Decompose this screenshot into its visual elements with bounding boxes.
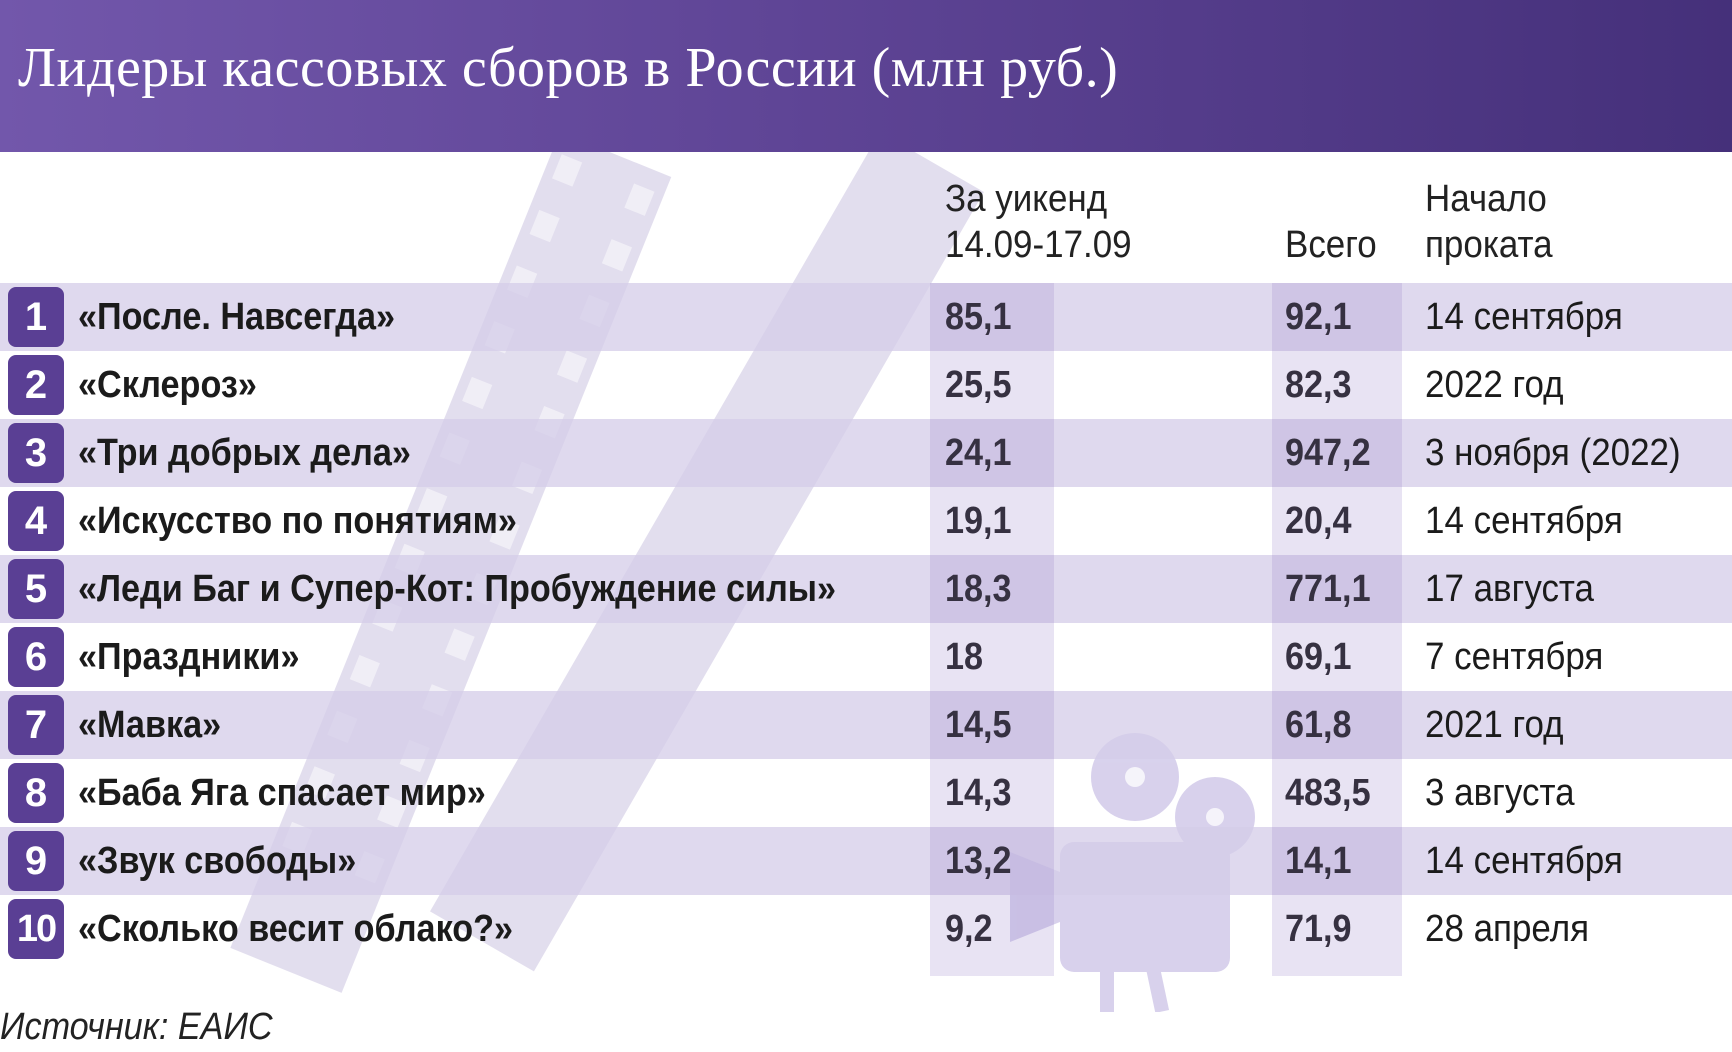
table-row: 10 «Сколько весит облако?» 9,2 71,9 28 апрел…: [0, 895, 1732, 963]
weekend-column-band: [930, 283, 1054, 976]
film-title: «Баба Яга спасает мир»: [78, 759, 486, 827]
film-title: «После. Навсегда»: [78, 283, 395, 351]
table-row: 7 «Мавка» 14,5 61,8 2021 год: [0, 691, 1732, 759]
page-title: Лидеры кассовых сборов в России (млн руб…: [18, 36, 1118, 100]
release-start: 2022 год: [1425, 351, 1564, 419]
total-column-band: [1272, 283, 1402, 976]
rank-badge: 9: [8, 831, 64, 891]
rank-badge: 2: [8, 355, 64, 415]
release-start: 3 августа: [1425, 759, 1575, 827]
table-row: 3 «Три добрых дела» 24,1 947,2 3 ноября (202…: [0, 419, 1732, 487]
col-header-start: Начало проката: [1425, 176, 1553, 268]
rank-badge: 4: [8, 491, 64, 551]
release-start: 28 апреля: [1425, 895, 1589, 963]
table-row: 4 «Искусство по понятиям» 19,1 20,4 14 сентя…: [0, 487, 1732, 555]
col-header-start-line2: проката: [1425, 222, 1553, 268]
table-row: 6 «Праздники» 18 69,1 7 сентября: [0, 623, 1732, 691]
release-start: 2021 год: [1425, 691, 1564, 759]
col-header-weekend-line1: За уикенд: [945, 176, 1132, 222]
release-start: 17 августа: [1425, 555, 1594, 623]
film-title: «Звук свободы»: [78, 827, 356, 895]
source-note: Источник: ЕАИС: [0, 1006, 273, 1049]
rank-badge: 1: [8, 287, 64, 347]
film-title: «Сколько весит облако?»: [78, 895, 513, 963]
film-title: «Три добрых дела»: [78, 419, 411, 487]
film-title: «Мавка»: [78, 691, 221, 759]
header-banner: Лидеры кассовых сборов в России (млн руб…: [0, 0, 1732, 152]
table-row: 5 «Леди Баг и Супер-Кот: Пробуждение силы…: [0, 555, 1732, 623]
release-start: 3 ноября (2022): [1425, 419, 1681, 487]
film-title: «Праздники»: [78, 623, 299, 691]
rank-badge: 7: [8, 695, 64, 755]
release-start: 14 сентября: [1425, 283, 1623, 351]
table-row: 9 «Звук свободы» 13,2 14,1 14 сентября: [0, 827, 1732, 895]
table-row: 2 «Склероз» 25,5 82,3 2022 год: [0, 351, 1732, 419]
film-title: «Леди Баг и Супер-Кот: Пробуждение силы»: [78, 555, 836, 623]
rank-badge: 3: [8, 423, 64, 483]
rank-badge: 8: [8, 763, 64, 823]
film-title: «Склероз»: [78, 351, 257, 419]
col-header-total: Всего: [1285, 222, 1377, 268]
release-start: 7 сентября: [1425, 623, 1603, 691]
release-start: 14 сентября: [1425, 827, 1623, 895]
col-header-start-line1: Начало: [1425, 176, 1553, 222]
table-row: 1 «После. Навсегда» 85,1 92,1 14 сентября: [0, 283, 1732, 351]
rank-badge: 10: [8, 899, 64, 959]
col-header-weekend-line2: 14.09-17.09: [945, 222, 1132, 268]
rank-badge: 5: [8, 559, 64, 619]
release-start: 14 сентября: [1425, 487, 1623, 555]
film-title: «Искусство по понятиям»: [78, 487, 517, 555]
rank-badge: 6: [8, 627, 64, 687]
col-header-weekend: За уикенд 14.09-17.09: [945, 176, 1132, 268]
table-row: 8 «Баба Яга спасает мир» 14,3 483,5 3 август…: [0, 759, 1732, 827]
